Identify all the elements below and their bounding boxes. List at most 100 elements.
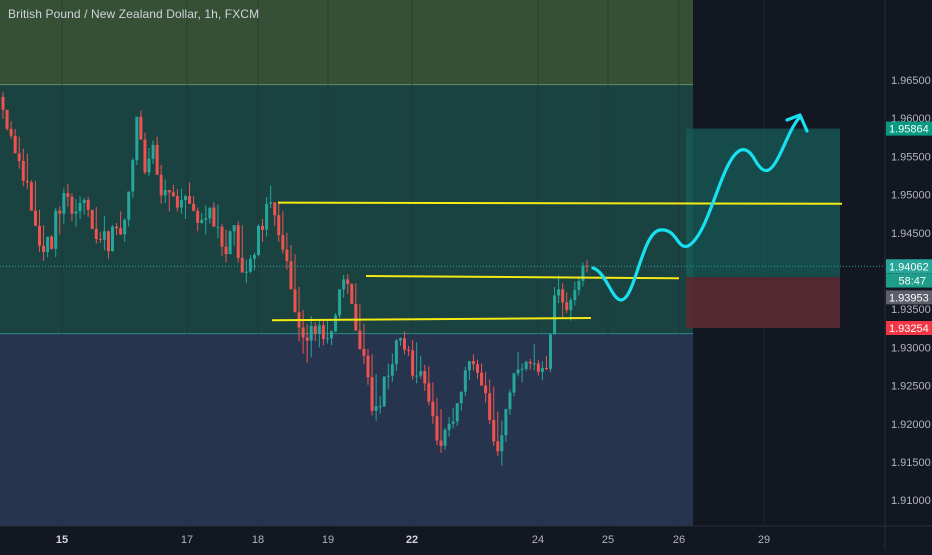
candle-body bbox=[175, 196, 179, 208]
candle-body bbox=[232, 225, 236, 232]
y-tick-label: 1.92500 bbox=[891, 381, 931, 393]
candle-body bbox=[350, 283, 354, 304]
candle-body bbox=[58, 210, 62, 214]
candle-body bbox=[224, 246, 228, 255]
candle-body bbox=[354, 303, 358, 331]
candle-body bbox=[305, 337, 309, 341]
arrowhead bbox=[785, 113, 809, 133]
candle-body bbox=[423, 371, 427, 384]
candle-body bbox=[540, 368, 544, 372]
candle-body bbox=[188, 196, 192, 204]
candle-body bbox=[244, 271, 248, 273]
candle-body bbox=[403, 338, 406, 350]
candle-body bbox=[143, 139, 147, 173]
candle-body bbox=[147, 158, 151, 173]
candle-body bbox=[549, 334, 552, 369]
candle-body bbox=[155, 144, 159, 175]
candle-body bbox=[38, 225, 41, 246]
candle-body bbox=[516, 369, 520, 374]
middle-zone bbox=[0, 84, 693, 334]
candle-body bbox=[317, 325, 321, 334]
candle-body bbox=[66, 193, 70, 197]
candle-body bbox=[159, 174, 163, 196]
candle-body bbox=[338, 289, 342, 316]
candle-body bbox=[427, 383, 431, 402]
candle-body bbox=[171, 192, 175, 197]
price-label-prev bbox=[886, 290, 932, 305]
candle-body bbox=[106, 231, 110, 252]
y-tick-label: 1.93500 bbox=[891, 304, 931, 316]
candle-body bbox=[50, 236, 54, 249]
candle-body bbox=[508, 392, 512, 410]
candle-body bbox=[398, 338, 402, 341]
x-tick-label: 25 bbox=[602, 534, 614, 546]
x-tick-label: 19 bbox=[322, 534, 334, 546]
candle-body bbox=[447, 423, 451, 430]
price-label-text: 1.95864 bbox=[889, 124, 929, 136]
candle-body bbox=[54, 210, 58, 249]
candle-body bbox=[520, 368, 524, 370]
candle-body bbox=[94, 228, 98, 239]
candle-body bbox=[21, 160, 25, 181]
candle-body bbox=[577, 280, 581, 291]
candle-body bbox=[492, 419, 496, 442]
candle-body bbox=[585, 265, 589, 267]
candle-body bbox=[281, 235, 285, 250]
x-tick-label: 22 bbox=[406, 534, 418, 546]
candle-body bbox=[451, 421, 455, 424]
x-tick-label: 15 bbox=[56, 534, 68, 546]
candle-body bbox=[123, 219, 127, 235]
candle-body bbox=[216, 226, 220, 228]
candle-body bbox=[553, 295, 557, 335]
candle-body bbox=[366, 355, 370, 378]
candle-body bbox=[192, 203, 196, 211]
candle-body bbox=[346, 279, 350, 284]
candle-body bbox=[362, 348, 366, 356]
candle-body bbox=[208, 207, 212, 219]
price-label-text: 1.93953 bbox=[889, 292, 929, 304]
y-tick-label: 1.91500 bbox=[891, 457, 931, 469]
candle-body bbox=[293, 289, 297, 313]
candle-body bbox=[358, 330, 362, 349]
candle-body bbox=[321, 325, 325, 339]
candle-body bbox=[179, 199, 183, 208]
projected-path-arrow bbox=[591, 116, 801, 302]
price-label-stop bbox=[886, 320, 932, 335]
candle-body bbox=[261, 225, 265, 230]
candle-body bbox=[488, 393, 492, 420]
candle-body bbox=[98, 238, 102, 240]
candle-body bbox=[581, 265, 585, 281]
candle-body bbox=[374, 406, 378, 411]
candle-body bbox=[127, 191, 131, 220]
candle-body bbox=[370, 377, 374, 411]
candle-body bbox=[330, 331, 333, 339]
candle-body bbox=[212, 207, 216, 227]
candle-body bbox=[139, 116, 143, 140]
candle-body bbox=[220, 226, 224, 247]
candle-body bbox=[561, 289, 565, 303]
candle-body bbox=[378, 406, 382, 408]
candle-body bbox=[184, 196, 187, 200]
candle-body bbox=[325, 338, 329, 340]
candle-body bbox=[313, 326, 317, 334]
candle-body bbox=[528, 361, 532, 364]
price-label-target bbox=[886, 121, 932, 136]
candle-body bbox=[33, 210, 37, 226]
candle-body bbox=[407, 349, 411, 351]
candle-body bbox=[569, 300, 573, 310]
candle-body bbox=[119, 228, 123, 235]
candle-body bbox=[1, 96, 5, 110]
y-tick-label: 1.95500 bbox=[891, 151, 931, 163]
candle-body bbox=[512, 373, 516, 393]
candle-body bbox=[382, 376, 386, 407]
candle-body bbox=[386, 375, 390, 377]
price-label-text: 1.94062 bbox=[889, 261, 929, 273]
candle-body bbox=[131, 160, 135, 192]
candle-body bbox=[301, 327, 305, 338]
candle-body bbox=[419, 371, 423, 376]
candle-body bbox=[544, 368, 548, 370]
candle-body bbox=[390, 364, 394, 376]
candle-body bbox=[42, 245, 46, 252]
